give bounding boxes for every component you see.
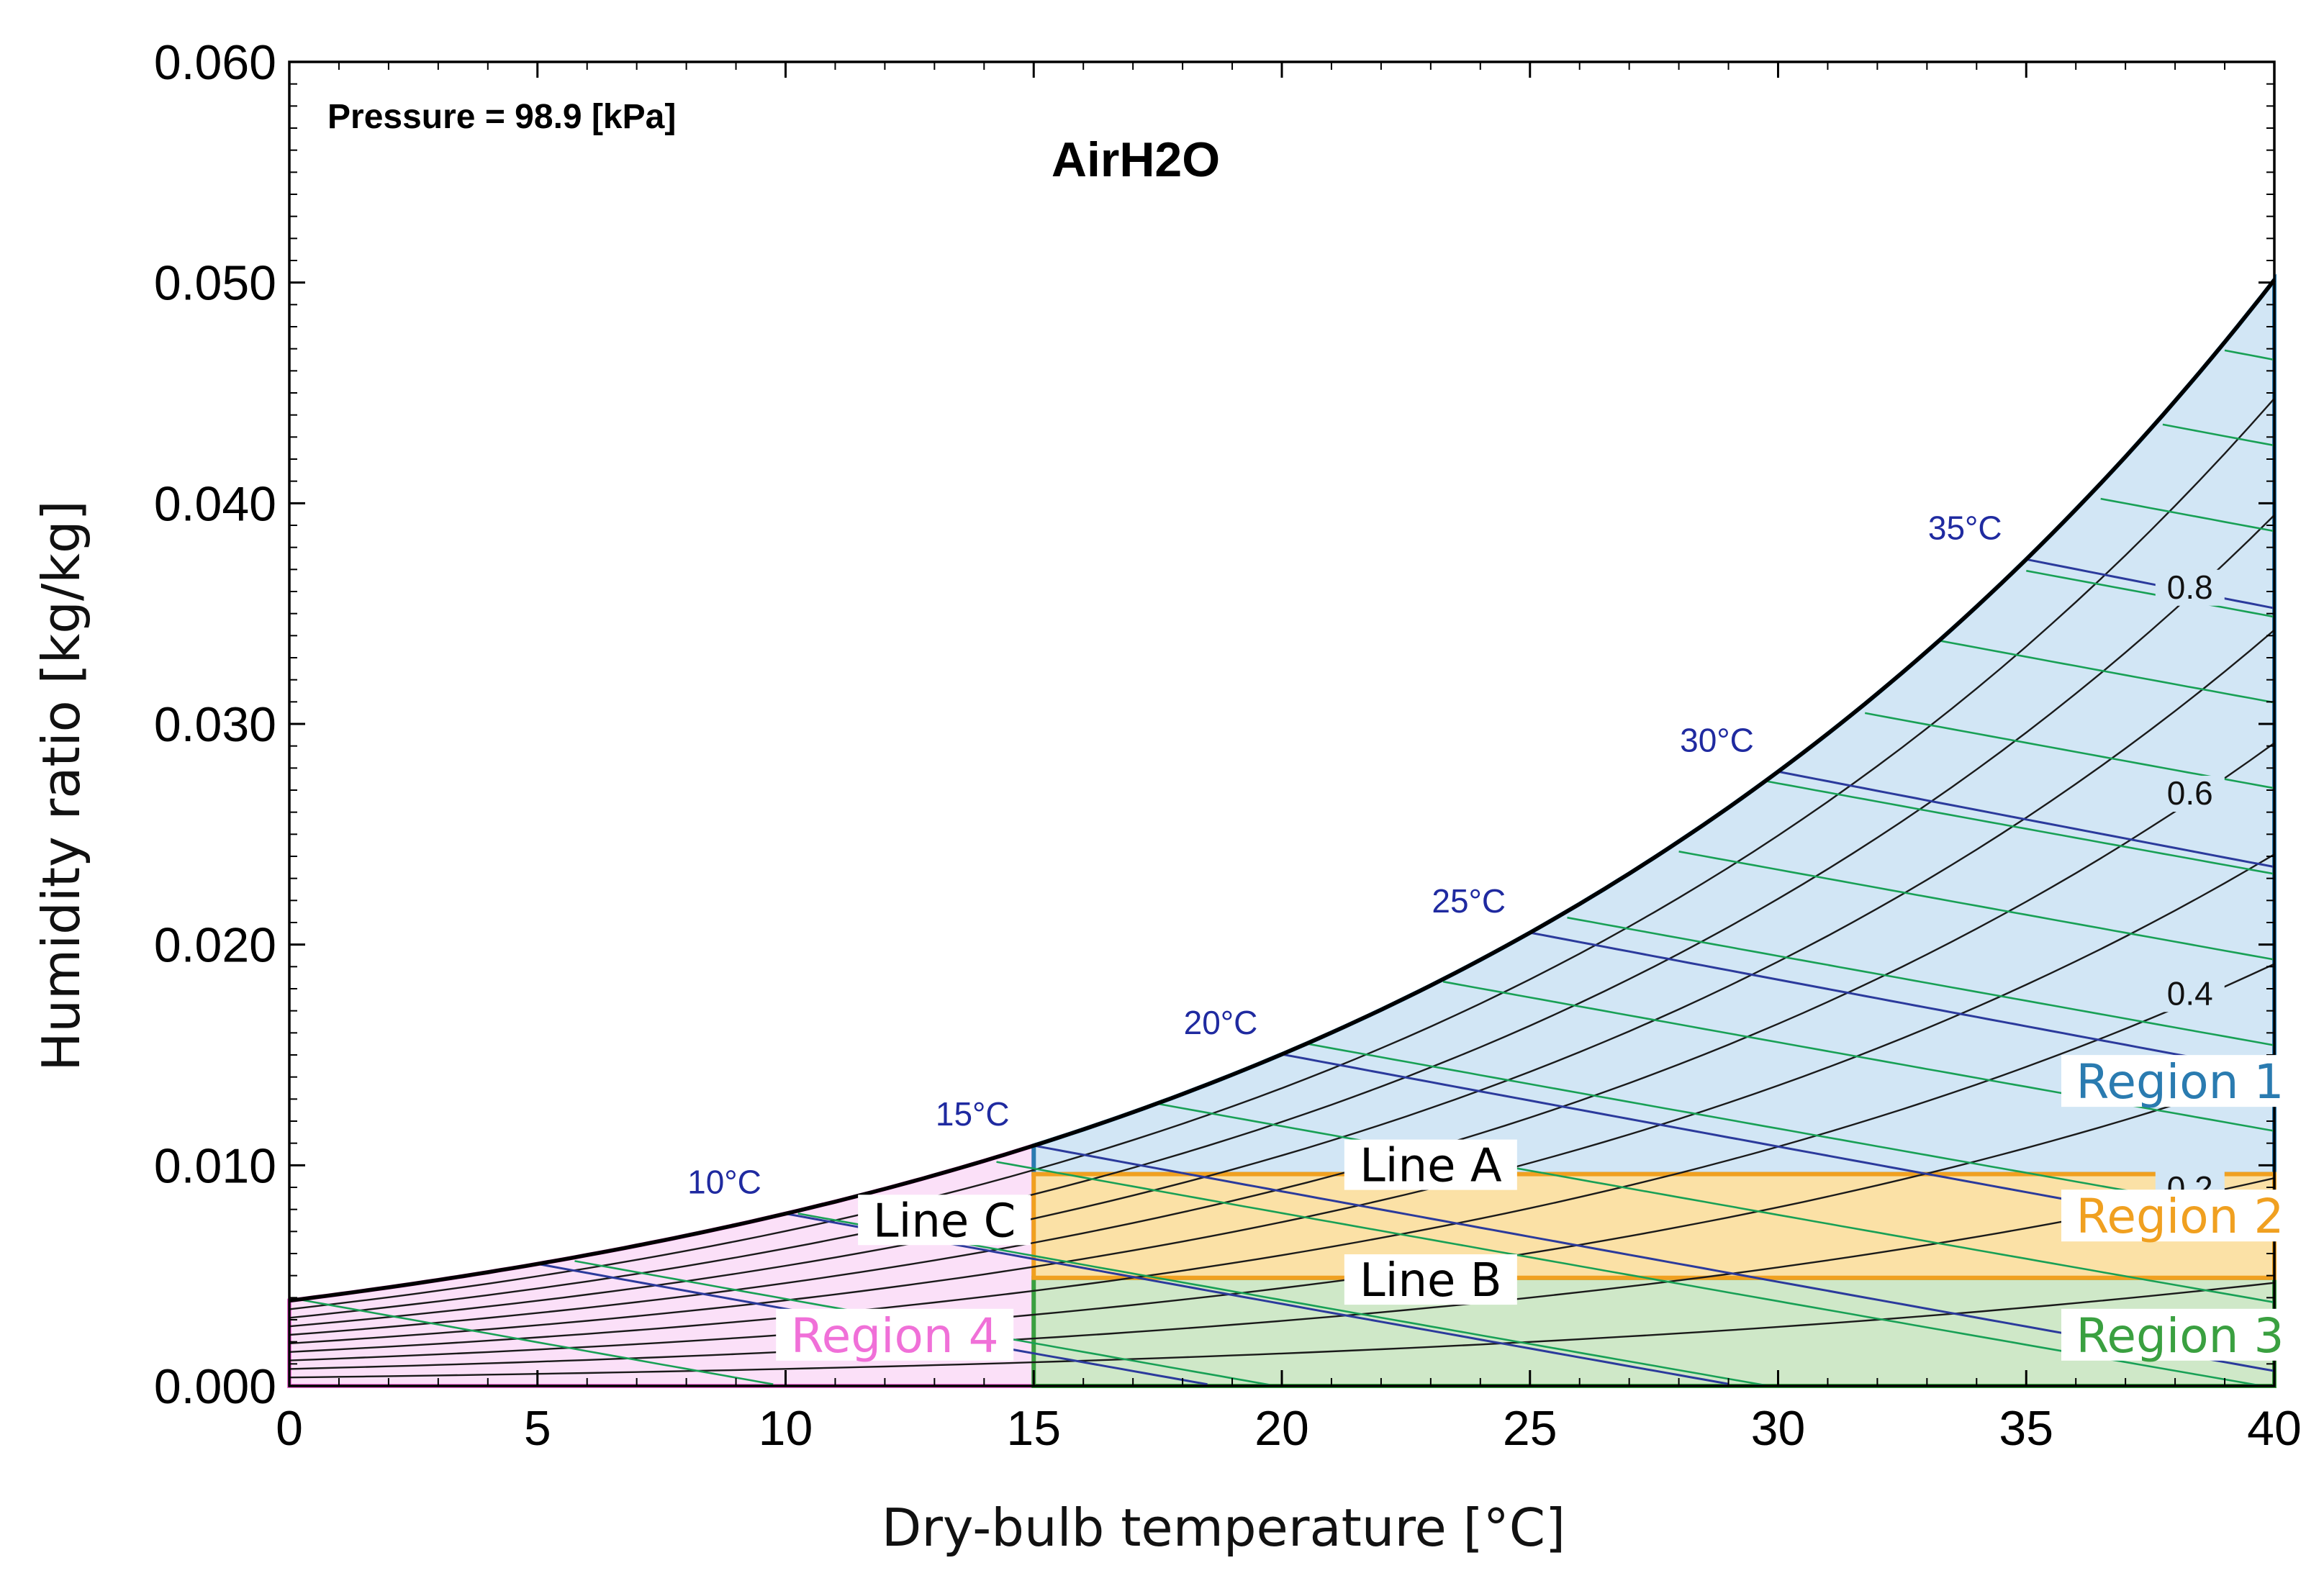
- plot-frame: [288, 60, 2276, 1387]
- y-axis-title: Humidity ratio [kg/kg]: [31, 500, 91, 1071]
- region-label: Region 1: [2076, 1054, 2284, 1110]
- wet-bulb-label: 15°C: [936, 1095, 1010, 1133]
- y-tick-label: 0.000: [154, 1359, 276, 1414]
- wet-bulb-label: 30°C: [1680, 721, 1754, 758]
- wet-bulb-line: [1778, 770, 2275, 869]
- enthalpy-line: [2026, 569, 2275, 618]
- line-label-bg: [858, 1195, 1031, 1246]
- y-tick-label: 0.050: [154, 256, 276, 311]
- rh-label-bg: [2155, 976, 2225, 1012]
- line-label: Line A: [1360, 1140, 1502, 1193]
- region-label-bg: [2061, 1190, 2299, 1242]
- rh-line: [289, 515, 2275, 1319]
- region-label-bg: [2061, 1055, 2299, 1107]
- line-label-bg: [1344, 1254, 1517, 1305]
- y-tick-label: 0.010: [154, 1138, 276, 1193]
- wet-bulb-label: 20°C: [1184, 1004, 1258, 1041]
- wet-bulb-label: 10°C: [687, 1164, 761, 1201]
- region-label-bg: [2061, 1308, 2299, 1361]
- wet-bulb-label: 25°C: [1432, 882, 1506, 920]
- wet-bulb-line: [1529, 931, 2275, 1074]
- rh-label-bg: [2155, 776, 2225, 812]
- wet-bulb-line: [2026, 558, 2275, 610]
- rh-label-bg: [2155, 569, 2225, 606]
- enthalpy-line: [301, 1299, 774, 1385]
- rh-line: [289, 1071, 2275, 1361]
- rh-line: [289, 1177, 2275, 1370]
- line-label: Line B: [1360, 1254, 1502, 1308]
- chart-title: AirH2O: [1052, 132, 1220, 187]
- x-tick-label: 5: [524, 1401, 551, 1456]
- x-tick-label: 35: [1999, 1401, 2053, 1456]
- rh-line: [289, 853, 2275, 1345]
- line-label: Line C: [873, 1195, 1016, 1248]
- enthalpy-line: [2100, 497, 2275, 533]
- saturation-layer: [289, 278, 2276, 1303]
- x-axis-title: Dry-bulb temperature [°C]: [882, 1497, 1565, 1558]
- region-label: Region 2: [2076, 1189, 2284, 1244]
- labels-layer: 0 5 10 15 20 25 30 35 40 0.000 0.010 0.020 0.030 0.04…: [154, 35, 2302, 1456]
- enthalpy-line: [1939, 640, 2275, 704]
- enthalpy-line: [996, 1161, 2263, 1387]
- y-tick-label: 0.040: [154, 476, 276, 531]
- line-label-bg: [1344, 1139, 1517, 1190]
- rh-label: 0.4: [2167, 974, 2213, 1012]
- x-tick-label: 10: [759, 1401, 813, 1456]
- rh-line: [289, 629, 2275, 1328]
- enthalpy-line: [1157, 1102, 2275, 1304]
- y-tick-label: 0.030: [154, 697, 276, 752]
- saturation-curve: [289, 278, 2276, 1303]
- enthalpy-line: [1678, 851, 2275, 961]
- region-label: Region 4: [791, 1308, 999, 1364]
- enthalpy-line: [1306, 1043, 2275, 1218]
- rh-label: 0.6: [2167, 774, 2213, 812]
- enthalpy-line: [1567, 916, 2275, 1046]
- x-tick-label: 15: [1006, 1401, 1061, 1456]
- x-tick-label: 25: [1503, 1401, 1557, 1456]
- x-tick-label: 40: [2247, 1401, 2302, 1456]
- x-tick-label: 20: [1254, 1401, 1309, 1456]
- y-tick-label: 0.060: [154, 35, 276, 90]
- y-tick-label: 0.020: [154, 918, 276, 973]
- rh-line: [289, 398, 2275, 1310]
- rh-label: 0.8: [2167, 568, 2213, 606]
- chart-subtitle: Pressure = 98.9 [kPa]: [327, 98, 676, 136]
- enthalpy-line: [1765, 780, 2275, 875]
- x-tick-label: 0: [276, 1401, 303, 1456]
- x-tick-label: 30: [1751, 1401, 1806, 1456]
- enthalpy-line: [1864, 712, 2275, 789]
- region-label: Region 3: [2076, 1308, 2284, 1364]
- rh-line: [289, 1282, 2275, 1379]
- region-label-bg: [776, 1308, 1014, 1361]
- wet-bulb-label: 35°C: [1928, 509, 2002, 546]
- rh-line: [289, 963, 2275, 1353]
- rh-line: [289, 742, 2275, 1336]
- enthalpy-line: [2162, 423, 2275, 447]
- enthalpy-line: [2224, 349, 2275, 361]
